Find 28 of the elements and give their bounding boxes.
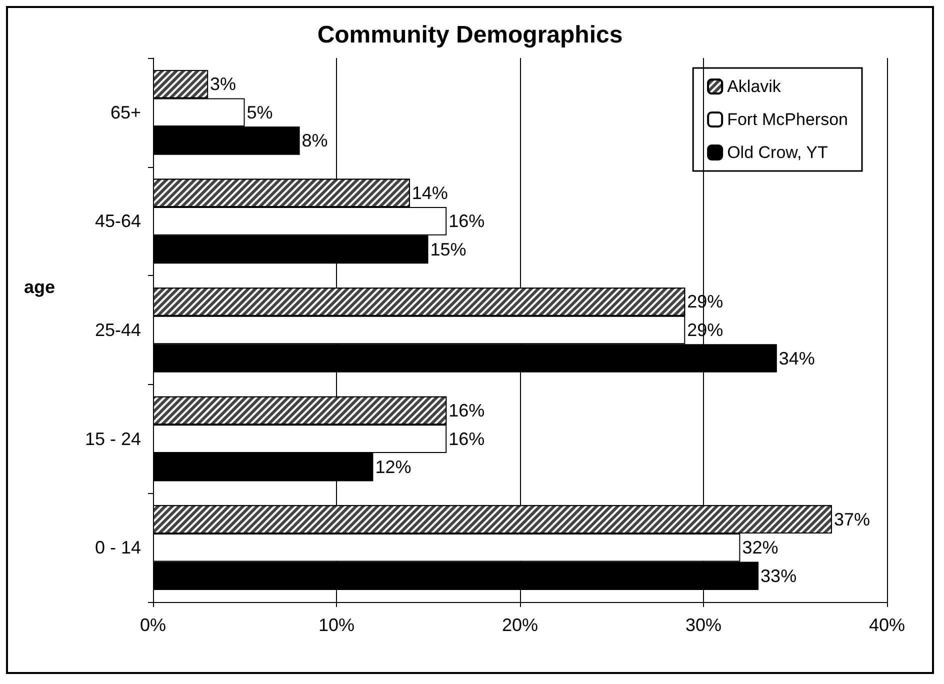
data-label: 8% [302, 130, 328, 151]
chart-title: Community Demographics [317, 22, 623, 48]
y-tick-label: 15 - 24 [84, 428, 141, 449]
legend-label: Fort McPherson [727, 110, 848, 129]
data-label: 16% [448, 428, 485, 449]
y-axis-title: age [24, 277, 56, 297]
data-label: 14% [412, 182, 448, 203]
x-tick-label: 10% [318, 615, 355, 635]
x-tick-label: 20% [502, 615, 538, 635]
x-tick-label: 30% [685, 615, 722, 635]
y-tick-label: 45-64 [94, 211, 141, 232]
x-tick-label: 40% [868, 615, 906, 635]
y-tick-label: 25-44 [94, 320, 141, 340]
y-tick-label: 65+ [110, 102, 141, 122]
legend-label: Aklavik [727, 77, 782, 96]
x-tick-label: 0% [140, 615, 166, 635]
data-label: 15% [430, 239, 466, 260]
data-label: 5% [246, 102, 273, 122]
legend-label: Old Crow, YT [727, 143, 828, 162]
data-label: 3% [210, 74, 236, 94]
data-label: 33% [760, 566, 797, 586]
data-label: 37% [834, 509, 870, 530]
y-tick-label: 0 - 14 [94, 538, 141, 558]
data-label: 16% [448, 400, 485, 421]
data-label: 34% [778, 348, 815, 368]
data-label: 16% [448, 211, 485, 232]
data-label: 12% [375, 457, 412, 478]
data-label: 32% [742, 538, 778, 558]
